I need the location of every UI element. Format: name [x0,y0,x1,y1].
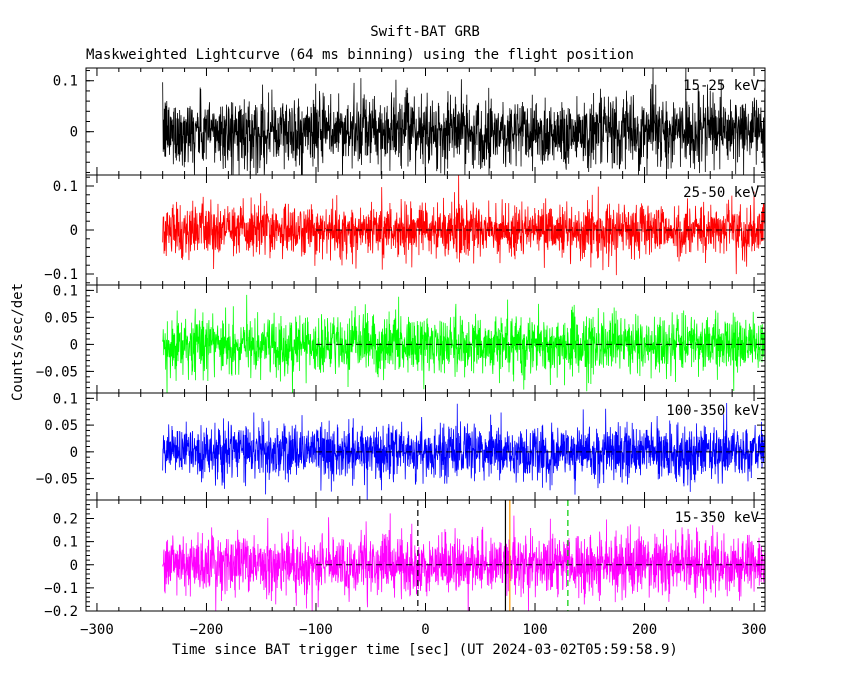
panel-label: 25-50 keV [683,185,759,201]
panel-label: 15-25 keV [683,78,759,94]
y-tick-label: 0.05 [44,418,78,434]
y-tick-label: 0.1 [53,535,78,551]
series-15-350-kev [162,513,765,611]
chart-subtitle: Maskweighted Lightcurve (64 ms binning) … [86,47,634,63]
y-tick-label: 0 [70,445,78,461]
x-tick-label: 300 [741,622,766,638]
panel-2: 25-50 keV −0.1 0 0.1 [44,174,766,286]
y-tick-label: 0 [70,558,78,574]
y-tick-label: −0.1 [44,267,78,283]
y-tick-label: 0.1 [53,391,78,407]
x-tick-label: −100 [299,622,333,638]
y-tick-label: 0 [70,125,78,141]
x-axis-label: Time since BAT trigger time [sec] (UT 20… [172,642,678,658]
x-tick-label: −200 [190,622,224,638]
panel-1: 15-25 keV 0 0.1 [53,67,766,176]
x-tick-label: 100 [522,622,547,638]
y-tick-label: −0.05 [36,472,78,488]
panels-group: 15-25 keV 0 0.1 25-50 keV −0.1 0 0.1 −0.05 0 0.05… [36,67,767,638]
panel-4: 100-350 keV −0.05 0 0.05 0.1 [36,391,766,501]
chart-title: Swift-BAT GRB [370,24,480,40]
y-tick-label: 0 [70,337,78,353]
panel-3: −0.05 0 0.05 0.1 [36,283,766,394]
x-tick-label: 200 [632,622,657,638]
panel-5: 15-350 keV −0.2 −0.1 0 0.1 0.2 [44,499,766,620]
panel-label: 100-350 keV [666,403,759,419]
y-tick-label: 0.2 [53,512,78,528]
y-tick-label: 0 [70,223,78,239]
x-tick-label: −300 [80,622,114,638]
panel-label: 15-350 keV [675,510,760,526]
y-tick-label: 0.1 [53,283,78,299]
y-tick-label: −0.05 [36,364,78,380]
series-50-100-kev [162,294,765,393]
series-100-350-kev [162,403,765,500]
y-axis-label: Counts/sec/det [10,283,26,401]
y-tick-label: 0.1 [53,179,78,195]
series-15-25-kev [162,68,765,175]
series-25-50-kev [162,175,765,276]
y-tick-label: 0.05 [44,310,78,326]
y-tick-label: −0.2 [44,604,78,620]
y-tick-label: 0.1 [53,74,78,90]
y-tick-label: −0.1 [44,581,78,597]
x-tick-label: 0 [421,622,429,638]
